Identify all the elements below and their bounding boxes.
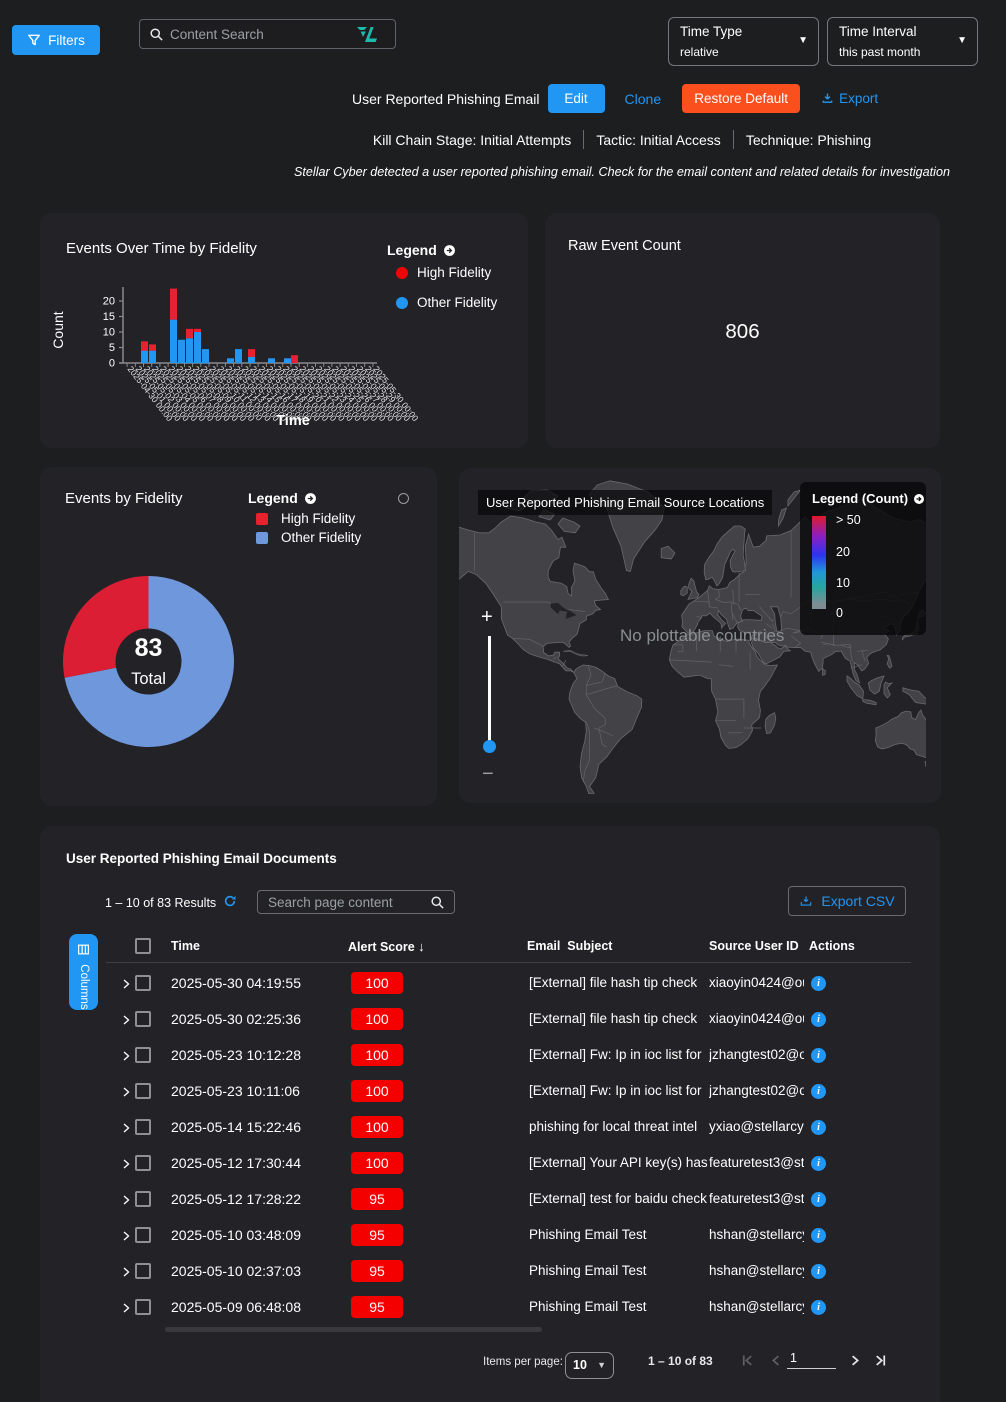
- svg-text:0: 0: [109, 358, 115, 370]
- svg-text:83: 83: [135, 634, 163, 662]
- svg-text:Time: Time: [276, 413, 310, 429]
- svg-text:5: 5: [109, 342, 115, 354]
- svg-text:Total: Total: [131, 670, 166, 688]
- svg-text:Count: Count: [50, 311, 66, 348]
- svg-text:20: 20: [103, 296, 115, 308]
- svg-text:10: 10: [103, 327, 115, 339]
- svg-text:15: 15: [103, 311, 115, 323]
